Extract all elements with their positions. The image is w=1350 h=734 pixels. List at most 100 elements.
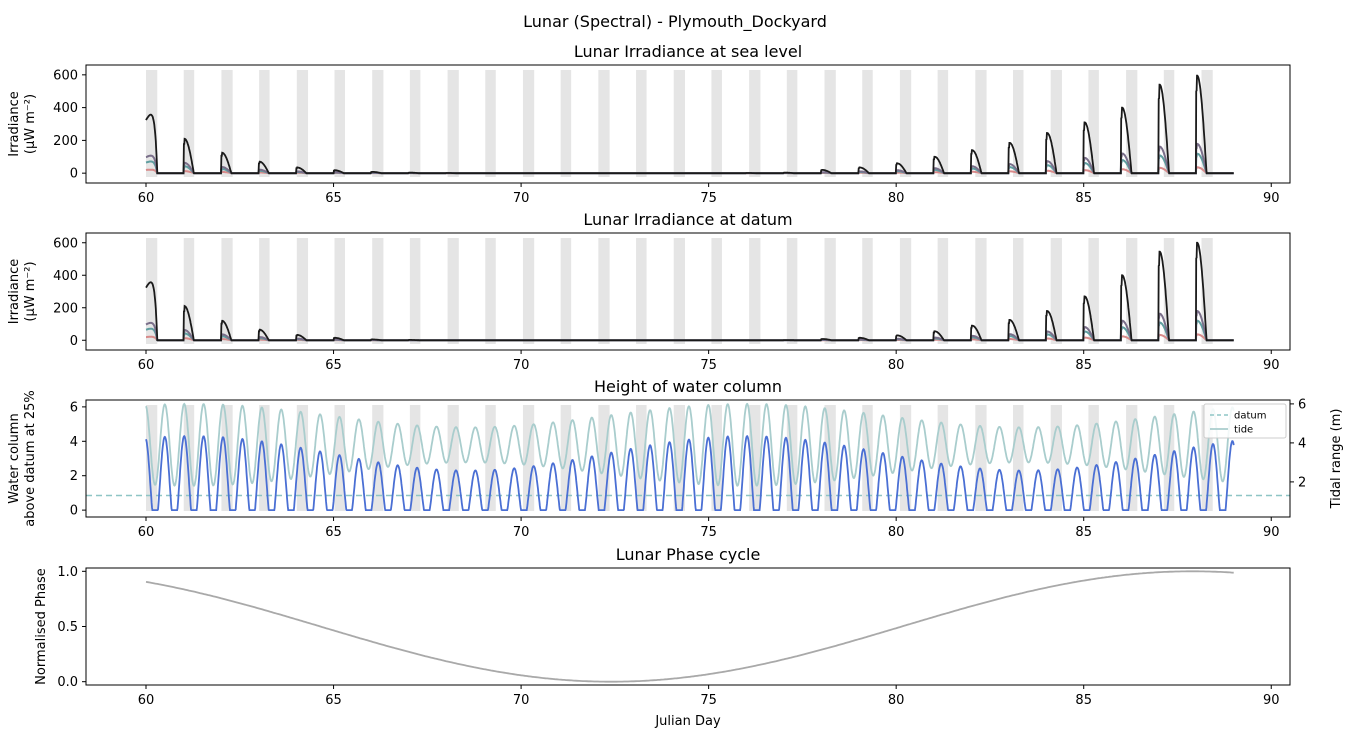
night-band — [183, 405, 195, 511]
night-band — [673, 405, 685, 511]
night-band — [485, 405, 496, 511]
night-band — [975, 238, 987, 344]
night-band — [1013, 405, 1024, 511]
night-band — [1013, 238, 1024, 344]
night-band — [749, 238, 761, 344]
x-tick-label: 85 — [1075, 358, 1092, 373]
night-band — [598, 405, 610, 511]
panel-title: Lunar Phase cycle — [616, 545, 761, 564]
night-band — [636, 405, 647, 511]
night-band — [786, 70, 798, 177]
x-tick-label: 65 — [325, 525, 342, 540]
irradiance-component-line — [145, 152, 1234, 175]
night-band — [1126, 405, 1138, 511]
night-band — [146, 70, 158, 177]
night-band — [221, 238, 233, 344]
axes-frame — [85, 232, 1291, 351]
x-tick-label: 65 — [325, 191, 342, 206]
night-band — [409, 70, 421, 177]
night-band — [485, 70, 496, 177]
night-band — [560, 70, 572, 177]
night-band — [485, 238, 496, 344]
night-band — [975, 70, 987, 177]
night-band — [937, 70, 949, 177]
night-band — [372, 70, 384, 177]
night-band — [786, 238, 798, 344]
night-band — [598, 70, 610, 177]
night-band — [636, 70, 647, 177]
y2-tick-label: 6 — [1298, 397, 1306, 412]
figure-suptitle: Lunar (Spectral) - Plymouth_Dockyard — [523, 12, 827, 32]
y-axis-label: Normalised Phase — [34, 568, 49, 685]
x-tick-label: 75 — [700, 191, 717, 206]
x-tick-label: 90 — [1263, 525, 1280, 540]
night-band — [409, 405, 421, 511]
night-band — [1013, 70, 1024, 177]
x-tick-label: 85 — [1075, 693, 1092, 708]
y-axis-label: Irradiance — [7, 259, 22, 324]
y-tick-label: 400 — [53, 269, 78, 284]
y-tick-label: 400 — [53, 101, 78, 116]
irradiance-component-line — [145, 319, 1234, 342]
panel-2: Lunar Irradiance at datum 60 65 70 75 80 85 90 0… — [7, 210, 1291, 373]
night-band — [183, 238, 195, 344]
irradiance-total-line — [145, 241, 1234, 342]
panel-4: Lunar Phase cycle 60 65 70 75 80 85 90 0.0 0.5 1.0… — [34, 545, 1291, 729]
x-tick-label: 80 — [888, 525, 905, 540]
y-tick-label: 0.5 — [57, 620, 78, 635]
water-column-line — [145, 435, 1235, 511]
panel-title: Height of water column — [594, 377, 782, 396]
night-band — [824, 70, 836, 177]
x-tick-label: 65 — [325, 358, 342, 373]
night-band — [1050, 70, 1062, 177]
x-tick-label: 90 — [1263, 358, 1280, 373]
phase-line — [145, 570, 1234, 683]
y-axis-label: Water column — [7, 413, 22, 503]
panel-3: 2 4 6 Tidal range (m) datum tide Height of wat… — [7, 377, 1344, 540]
night-band — [598, 238, 610, 344]
x-tick-label: 75 — [700, 358, 717, 373]
panel-1: Lunar Irradiance at sea level 60 65 70 75 80 8… — [7, 42, 1291, 206]
x-tick-label: 90 — [1263, 191, 1280, 206]
night-band — [862, 405, 873, 511]
night-band — [221, 405, 233, 511]
x-tick-label: 70 — [513, 191, 530, 206]
x-tick-label: 60 — [138, 358, 155, 373]
y-axis-label-line2: (µW m⁻²) — [23, 94, 38, 154]
night-band — [937, 238, 949, 344]
night-band — [334, 238, 345, 344]
night-band — [221, 70, 233, 177]
y-tick-label: 600 — [53, 68, 78, 83]
night-band — [711, 405, 722, 511]
night-band — [1163, 238, 1175, 344]
night-band — [447, 405, 459, 511]
night-band — [862, 70, 873, 177]
night-band — [1088, 70, 1099, 177]
y-tick-label: 200 — [53, 134, 78, 149]
y-tick-label: 600 — [53, 236, 78, 251]
night-band — [296, 238, 309, 344]
legend-label-datum: datum — [1234, 411, 1266, 422]
night-band — [1201, 238, 1213, 344]
night-band — [975, 405, 987, 511]
night-band — [1088, 238, 1099, 344]
night-band — [372, 405, 384, 511]
y2-tick-label: 2 — [1298, 475, 1306, 490]
night-band — [824, 238, 836, 344]
night-band — [899, 405, 912, 511]
legend-label-tide: tide — [1234, 425, 1253, 436]
night-band — [636, 238, 647, 344]
night-band — [522, 405, 535, 511]
night-band — [937, 405, 949, 511]
night-band — [1088, 405, 1099, 511]
night-band — [1126, 70, 1138, 177]
y-tick-label: 0 — [70, 334, 78, 349]
night-band — [1163, 405, 1175, 511]
y2-tick-label: 4 — [1298, 436, 1306, 451]
night-band — [1050, 238, 1062, 344]
y-axis-label: Irradiance — [7, 91, 22, 156]
panel-title: Lunar Irradiance at sea level — [574, 42, 802, 61]
x-tick-label: 75 — [700, 525, 717, 540]
night-band — [522, 238, 535, 344]
